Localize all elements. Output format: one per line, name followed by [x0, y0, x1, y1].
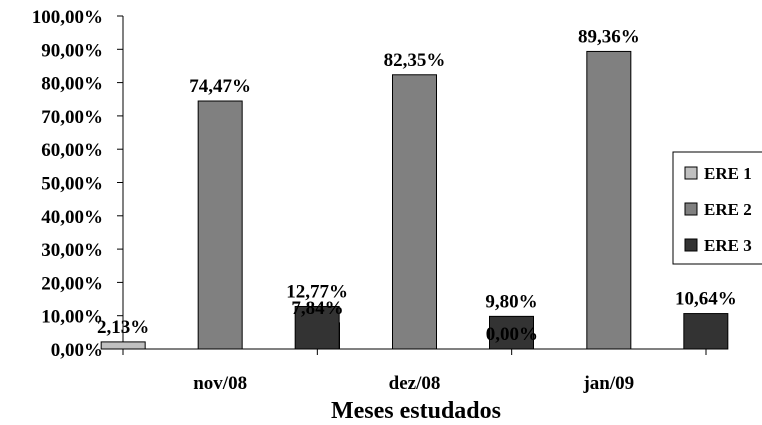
data-label: 7,84% [291, 298, 343, 319]
legend: ERE 1 ERE 2 ERE 3 [672, 151, 762, 265]
bar-ere-2 [586, 50, 632, 350]
y-tick-label: 10,00% [41, 307, 103, 328]
data-label: 0,00% [486, 324, 538, 345]
y-tick-label: 100,00% [32, 7, 103, 28]
y-tick-label: 50,00% [41, 174, 103, 195]
y-axis: 0,00% 10,00% 20,00% 30,00% 40,00% 50,00% 60,00… [32, 7, 124, 361]
y-tick-label: 90,00% [41, 40, 103, 61]
legend-label: ERE 3 [704, 236, 752, 255]
data-label: 89,36% [578, 26, 640, 47]
y-tick-label: 0,00% [51, 340, 103, 361]
bar-ere-1 [100, 341, 146, 350]
legend-swatch [684, 166, 698, 180]
x-axis: nov/08 dez/08 jan/09 [122, 348, 707, 394]
data-label: 2,13% [97, 317, 149, 338]
x-tick-label: nov/08 [193, 373, 247, 394]
bars [100, 50, 729, 350]
bar-ere-2 [197, 100, 243, 350]
legend-swatch [684, 202, 698, 216]
y-tick-label: 80,00% [41, 74, 103, 95]
bar-ere-3 [294, 305, 340, 350]
data-label: 10,64% [675, 289, 737, 310]
data-label: 9,80% [485, 291, 537, 312]
y-tick-label: 70,00% [41, 107, 103, 128]
bar-ere-3 [489, 315, 534, 350]
legend-label: ERE 1 [704, 164, 752, 183]
legend-swatch [684, 238, 698, 252]
legend-label: ERE 2 [704, 200, 752, 219]
y-tick-label: 40,00% [41, 207, 103, 228]
data-label: 82,35% [384, 50, 446, 71]
data-labels: 2,13% 7,84% 0,00% 74,47% 82,35% 89,36% 12,77% 9… [97, 26, 737, 345]
bar-ere-3 [683, 313, 729, 350]
x-tick-label: dez/08 [389, 373, 441, 394]
bar-ere-2 [392, 74, 437, 350]
x-axis-title: Meses estudados [331, 398, 501, 424]
y-tick-label: 30,00% [41, 240, 103, 261]
y-tick-label: 60,00% [41, 140, 103, 161]
data-label: 12,77% [286, 281, 348, 302]
x-tick-label: jan/09 [582, 373, 634, 394]
data-label: 74,47% [189, 76, 251, 97]
y-tick-label: 20,00% [41, 273, 103, 294]
